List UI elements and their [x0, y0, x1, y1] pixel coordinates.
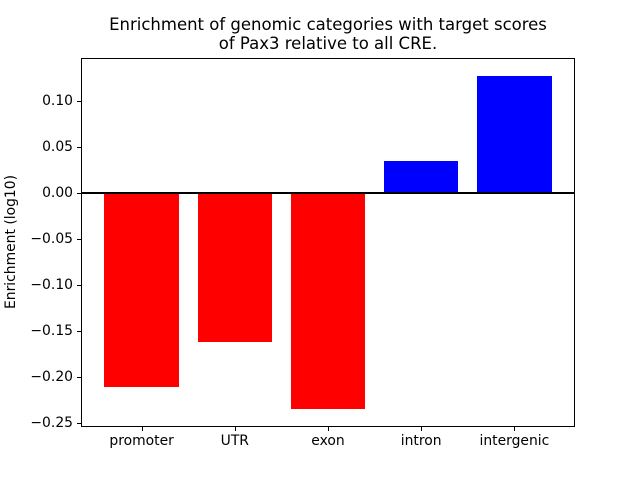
x-tick-mark	[328, 427, 329, 431]
y-tick-label: −0.25	[30, 415, 73, 432]
y-tick-mark	[77, 101, 81, 103]
chart-title-line1: Enrichment of genomic categories with ta…	[109, 15, 547, 34]
y-tick-mark	[77, 147, 81, 149]
y-tick-mark	[77, 239, 81, 241]
chart-title-line2: of Pax3 relative to all CRE.	[218, 34, 438, 53]
bar-promoter	[104, 193, 179, 388]
x-tick-mark	[234, 427, 236, 431]
bar-intron	[383, 161, 459, 194]
x-tick-label-exon: exon	[311, 433, 345, 449]
bar-UTR	[197, 193, 273, 343]
bar-exon	[290, 193, 366, 410]
bar-intergenic	[477, 75, 552, 194]
y-tick-label: −0.20	[30, 369, 73, 386]
y-tick-mark	[77, 331, 81, 333]
y-tick-mark	[77, 423, 81, 425]
chart-title: Enrichment of genomic categories with ta…	[81, 15, 575, 53]
y-tick-mark	[77, 377, 81, 379]
zero-line	[82, 192, 574, 195]
y-tick-label: 0.10	[42, 93, 73, 110]
y-tick-label: −0.05	[30, 231, 73, 248]
x-tick-mark	[421, 427, 423, 431]
y-tick-label: 0.00	[42, 185, 73, 202]
y-tick-label: 0.05	[42, 139, 73, 156]
x-tick-label-promoter: promoter	[109, 433, 174, 449]
x-tick-label-intron: intron	[400, 433, 442, 449]
y-tick-label: −0.15	[30, 323, 73, 340]
y-tick-label: −0.10	[30, 277, 73, 294]
y-tick-mark	[77, 193, 81, 195]
x-tick-mark	[141, 427, 143, 431]
y-axis-label: Enrichment (log10)	[3, 174, 19, 310]
x-tick-label-intergenic: intergenic	[479, 433, 550, 449]
y-tick-mark	[77, 285, 81, 287]
plot-area	[81, 58, 575, 427]
x-tick-mark	[514, 427, 516, 431]
x-tick-label-UTR: UTR	[220, 433, 249, 449]
